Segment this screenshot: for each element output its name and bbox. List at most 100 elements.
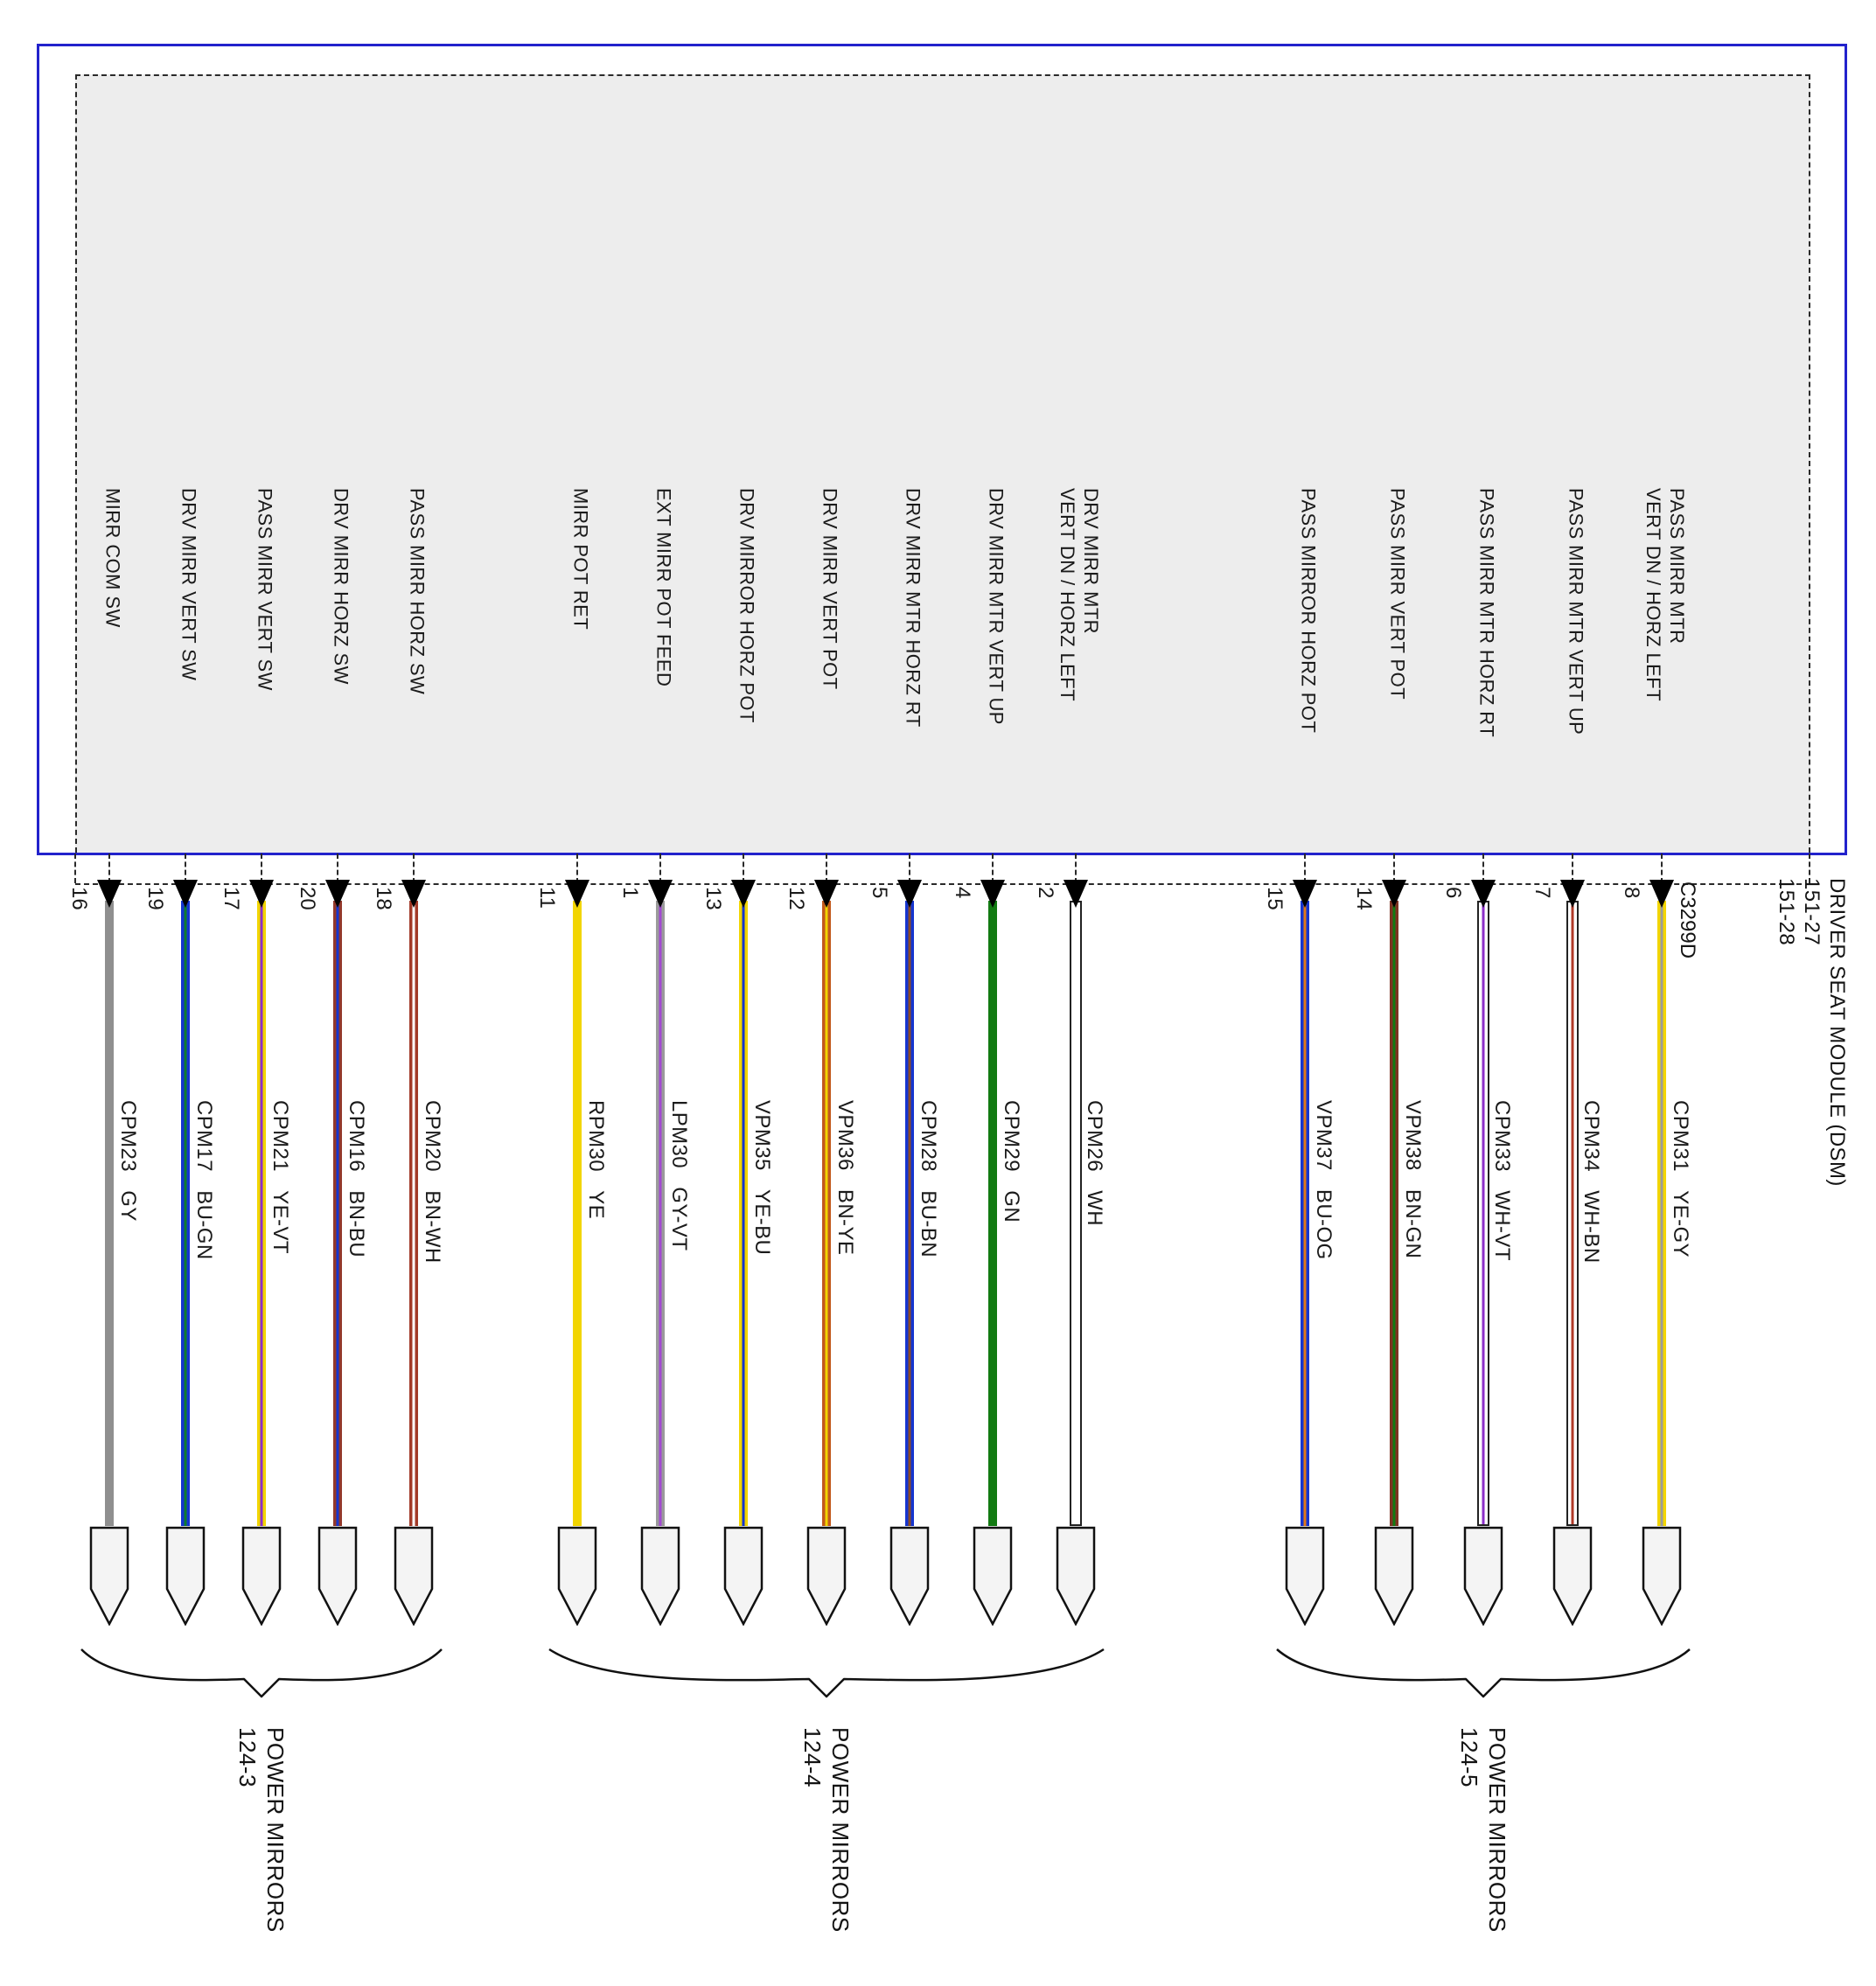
- circuit-label: CPM17 BU-GN: [192, 1100, 216, 1260]
- pin-number: 12: [785, 887, 808, 910]
- wire-arrow-icon: [1471, 880, 1496, 908]
- wire-arrow-icon: [97, 880, 122, 908]
- wire-line: [1477, 901, 1489, 1526]
- wire-stripe: [1571, 902, 1574, 1524]
- wire-line: [181, 901, 190, 1526]
- connector-pin-tick: [576, 854, 578, 883]
- wire-color-code: BN-YE: [833, 1188, 857, 1256]
- signal-line: VERT DN / HORZ LEFT: [1642, 488, 1664, 701]
- wire-line: [1566, 901, 1579, 1526]
- circuit-label: CPM34 WH-BN: [1580, 1100, 1603, 1264]
- wire-stripe: [412, 901, 415, 1526]
- wire-line: [257, 901, 266, 1526]
- circuit-id: CPM29: [1000, 1100, 1023, 1173]
- signal-line: DRV MIRROR HORZ POT: [736, 488, 758, 723]
- pin-number: 19: [143, 887, 167, 910]
- wire-arrow-icon: [1293, 880, 1317, 908]
- signal-label: MIRR COM SW: [101, 488, 125, 628]
- pin-number: 17: [220, 887, 243, 910]
- circuit-id: CPM28: [917, 1100, 940, 1173]
- wire-arrow-icon: [1064, 880, 1088, 908]
- wire-color-code: BU-OG: [1312, 1188, 1336, 1260]
- signal-line: PASS MIRR MTR: [1666, 488, 1688, 645]
- wire-line: [822, 901, 831, 1526]
- wire-arrow-icon: [173, 880, 198, 908]
- harness-brace: [80, 1642, 443, 1710]
- circuit-label: VPM38 BN-GN: [1401, 1100, 1425, 1259]
- signal-label: PASS MIRR VERT POT: [1386, 488, 1410, 700]
- wire-line: [656, 901, 665, 1526]
- circuit-label: CPM31 YE-GY: [1669, 1100, 1692, 1258]
- terminal-pin: [89, 1526, 129, 1627]
- circuit-label: CPM20 BN-WH: [421, 1100, 444, 1264]
- circuit-label: VPM36 BN-YE: [833, 1100, 857, 1256]
- circuit-label: CPM33 WH-VT: [1490, 1100, 1514, 1261]
- circuit-id: CPM33: [1490, 1100, 1514, 1173]
- terminal-pin: [557, 1526, 597, 1627]
- signal-label: DRV MIRR HORZ SW: [330, 488, 353, 685]
- connector-pin-tick: [185, 854, 186, 883]
- wire-line: [988, 901, 997, 1526]
- signal-line: PASS MIRR MTR VERT UP: [1565, 488, 1587, 735]
- signal-label: DRV MIRR VERT POT: [819, 488, 842, 690]
- wire-line: [573, 901, 582, 1526]
- wire-arrow-icon: [648, 880, 673, 908]
- wire-arrow-icon: [897, 880, 922, 908]
- connector-pin-tick: [1661, 854, 1663, 883]
- wire-line: [1070, 901, 1082, 1526]
- signal-line: DRV MIRR MTR: [1080, 488, 1102, 634]
- terminal-pin: [1056, 1526, 1096, 1627]
- harness-group-label: POWER MIRRORS 124-4: [799, 1727, 854, 1933]
- wire-color-code: BN-GN: [1401, 1188, 1425, 1259]
- circuit-id: VPM38: [1401, 1100, 1425, 1171]
- circuit-id: CPM16: [345, 1100, 368, 1173]
- wire-arrow-icon: [1649, 880, 1674, 908]
- pin-number: 15: [1263, 887, 1287, 910]
- wire-stripe: [1660, 901, 1663, 1526]
- connector-id-label: C3299D: [1676, 882, 1699, 959]
- connector-pin-tick: [743, 854, 744, 883]
- wire-color-code: BU-BN: [917, 1190, 940, 1258]
- wire-arrow-icon: [731, 880, 756, 908]
- connector-pin-tick: [1075, 854, 1077, 883]
- wire-color-code: BU-GN: [192, 1190, 216, 1260]
- signal-label: DRV MIRR VERT SW: [178, 488, 201, 680]
- connector-pin-tick: [1572, 854, 1573, 883]
- wire-stripe: [1303, 901, 1307, 1526]
- wire-stripe: [908, 901, 911, 1526]
- signal-label: DRV MIRR MTR VERT UP: [985, 488, 1008, 725]
- wire-color-code: GN: [1000, 1190, 1023, 1223]
- wire-stripe: [260, 901, 263, 1526]
- signal-line: EXT MIRR POT FEED: [652, 488, 675, 687]
- wire-stripe: [184, 901, 187, 1526]
- wire-stripe: [825, 901, 828, 1526]
- connector-pin-tick: [261, 854, 262, 883]
- circuit-label: CPM16 BN-BU: [345, 1100, 368, 1258]
- circuit-label: CPM26 WH: [1083, 1100, 1106, 1226]
- terminal-pin: [1285, 1526, 1325, 1627]
- connector-pin-tick: [1393, 854, 1395, 883]
- wire-arrow-icon: [401, 880, 426, 908]
- signal-line: PASS MIRR HORZ SW: [406, 488, 429, 695]
- wire-color-code: YE-VT: [268, 1190, 292, 1254]
- harness-name: POWER MIRRORS: [827, 1727, 854, 1933]
- harness-group-label: POWER MIRRORS 124-5: [1455, 1727, 1511, 1933]
- terminal-pin: [165, 1526, 206, 1627]
- signal-line: PASS MIRROR HORZ POT: [1297, 488, 1320, 734]
- signal-line: DRV MIRR HORZ SW: [330, 488, 352, 685]
- connector-pin-tick: [337, 854, 338, 883]
- circuit-label: VPM37 BU-OG: [1312, 1100, 1336, 1260]
- terminal-pin: [1374, 1526, 1414, 1627]
- circuit-id: VPM35: [750, 1100, 774, 1171]
- wire-color-code: WH-BN: [1580, 1190, 1603, 1264]
- wire-line: [1390, 901, 1398, 1526]
- connector-pin-tick: [909, 854, 910, 883]
- connector-pin-tick: [1304, 854, 1306, 883]
- connector-pin-tick: [659, 854, 661, 883]
- signal-label: DRV MIRR MTR VERT DN / HORZ LEFT: [1056, 488, 1103, 701]
- signal-line: VERT DN / HORZ LEFT: [1057, 488, 1078, 701]
- wire-stripe: [1392, 901, 1396, 1526]
- wire-line: [1657, 901, 1666, 1526]
- signal-label: PASS MIRR MTR VERT UP: [1565, 488, 1588, 735]
